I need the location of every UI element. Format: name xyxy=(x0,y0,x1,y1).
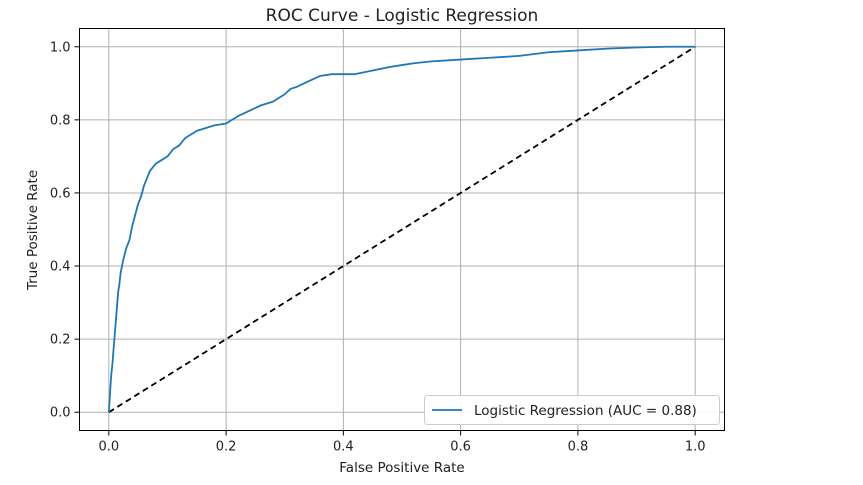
x-tick-label: 0.2 xyxy=(216,440,237,455)
baseline-series xyxy=(108,46,696,413)
y-axis-ticks: 0.0 0.2 0.4 0.6 0.8 1.0 xyxy=(50,40,80,421)
grid-lines xyxy=(79,28,725,431)
y-tick-label: 0.0 xyxy=(50,406,71,421)
y-tick-label: 0.2 xyxy=(50,333,71,348)
legend-label-roc: Logistic Regression (AUC = 0.88) xyxy=(474,403,697,419)
roc-line xyxy=(107,45,696,413)
roc-series xyxy=(107,45,696,413)
x-tick-label: 1.0 xyxy=(685,440,706,455)
y-axis-label: True Positive Rate xyxy=(25,170,41,291)
legend-box xyxy=(424,395,720,425)
legend: Logistic Regression (AUC = 0.88) xyxy=(424,395,720,425)
y-tick-label: 1.0 xyxy=(50,40,71,55)
y-tick-label: 0.6 xyxy=(50,186,71,201)
x-tick-label: 0.4 xyxy=(333,440,354,455)
y-tick-label: 0.4 xyxy=(50,260,71,275)
x-axis-ticks: 0.0 0.2 0.4 0.6 0.8 1.0 xyxy=(98,430,706,455)
baseline-line xyxy=(108,46,696,413)
x-tick-label: 0.6 xyxy=(450,440,471,455)
y-tick-label: 0.8 xyxy=(50,113,71,128)
x-axis-label: False Positive Rate xyxy=(339,460,464,476)
chart-title: ROC Curve - Logistic Regression xyxy=(266,6,539,26)
x-tick-label: 0.8 xyxy=(568,440,589,455)
x-tick-label: 0.0 xyxy=(98,440,119,455)
plot-frame xyxy=(79,28,725,431)
